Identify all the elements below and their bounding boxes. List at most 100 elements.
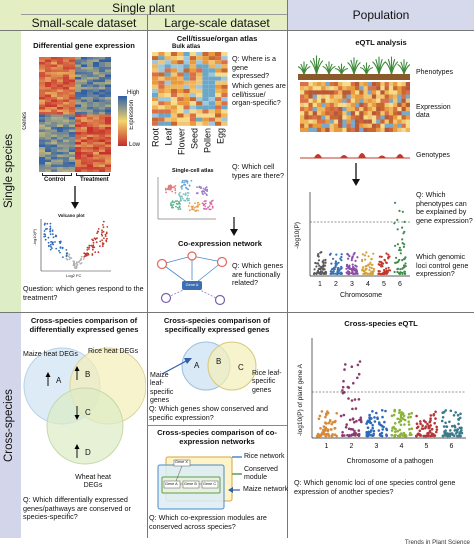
heatmap-cell: [45, 137, 51, 140]
expression-cell: [380, 107, 385, 112]
manhattan-point: [317, 255, 320, 258]
cross-species-label: Cross-species: [3, 389, 15, 462]
heatmap-cell: [93, 99, 99, 103]
grid-line: [147, 14, 148, 538]
heatmap-cell: [105, 59, 111, 63]
volcano-point: [66, 252, 69, 255]
umap-cell: [194, 202, 196, 205]
venn-region-label: A: [56, 376, 62, 385]
heatmap-cell: [99, 87, 105, 90]
manhattan-point: [356, 376, 359, 380]
expression-cell: [363, 82, 368, 87]
heatmap-cell: [93, 162, 99, 165]
heatmap-cell: [39, 69, 45, 73]
expression-cell: [316, 82, 322, 87]
heatmap-cell: [75, 112, 81, 115]
heatmap-cell: [87, 87, 93, 90]
expression-cell: [316, 102, 322, 108]
heatmap-cell: [51, 107, 57, 110]
manhattan-point: [390, 414, 394, 418]
expression-cell: [376, 82, 381, 87]
expression-cell: [346, 86, 351, 91]
volcano-point: [92, 239, 95, 242]
heatmap-cell: [69, 157, 75, 160]
manhattan-point: [377, 272, 380, 275]
manhattan-point: [384, 261, 388, 264]
heatmap-cell: [69, 84, 75, 88]
manhattan-point: [347, 272, 350, 276]
volcano-point: [105, 240, 108, 243]
bulk-heatmap-cell: [170, 56, 178, 61]
bulk-heatmap-cell: [183, 105, 190, 110]
manhattan-point: [452, 434, 456, 437]
manhattan-point: [347, 257, 350, 260]
heatmap-cell: [81, 127, 87, 130]
expression-cell: [393, 90, 398, 95]
heatmap-cell: [81, 104, 87, 108]
umap-cell: [209, 201, 211, 204]
manhattan-point: [321, 260, 324, 263]
umap-cell: [178, 201, 180, 204]
heatmap-cell: [87, 57, 93, 60]
expression-cell: [384, 119, 390, 124]
legend-title: Expression: [129, 100, 135, 130]
expression-cell: [333, 94, 339, 99]
manhattan-point: [324, 426, 328, 429]
volcano-point: [47, 241, 50, 244]
manhattan-point: [370, 258, 373, 261]
heatmap-cell: [39, 149, 45, 153]
maize-leaf-specific-label: Maize leaf-specific genes: [150, 372, 174, 405]
heatmap-cell: [99, 149, 105, 153]
expression-cell: [371, 98, 377, 104]
manhattan-point: [393, 408, 396, 412]
manhattan-point: [368, 266, 371, 269]
expression-cell: [329, 102, 335, 108]
manhattan-point: [323, 432, 326, 436]
expression-cell: [333, 82, 339, 87]
heatmap-cell: [75, 64, 81, 68]
heatmap-cell: [69, 164, 75, 168]
heatmap-cell: [45, 114, 51, 118]
heatmap-cell: [51, 87, 57, 90]
manhattan-point: [340, 271, 343, 275]
expression-cell: [359, 82, 364, 87]
heatmap-cell: [57, 139, 63, 143]
heatmap-cell: [69, 82, 75, 85]
manhattan-point: [351, 255, 354, 258]
manhattan-point: [320, 410, 324, 413]
expression-cell: [312, 90, 318, 95]
heatmap-cell: [63, 64, 69, 68]
manhattan-point: [435, 425, 438, 429]
heatmap-cell: [93, 77, 99, 80]
heatmap-cell: [75, 164, 81, 168]
treatment-label: Treatment: [80, 177, 109, 183]
umap-cell: [187, 194, 189, 197]
heatmap-cell: [57, 144, 63, 148]
heatmap-cell: [93, 127, 99, 130]
heatmap-cell: [45, 79, 51, 83]
manhattan-point: [398, 418, 402, 421]
manhattan-point: [338, 268, 341, 272]
volcano-point: [67, 255, 70, 258]
heatmap-cell: [93, 157, 99, 160]
heatmap-cell: [81, 149, 87, 153]
heatmap-cell: [99, 97, 105, 100]
heatmap-cell: [81, 69, 87, 73]
bulk-heatmap-cell: [202, 101, 209, 106]
expression-cell: [325, 123, 330, 129]
heatmap-cell: [69, 167, 75, 170]
manhattan-point: [380, 434, 384, 438]
expression-cell: [380, 94, 385, 99]
umap-cell: [197, 204, 199, 206]
expression-cell: [363, 94, 368, 99]
heatmap-cell: [57, 79, 63, 83]
tissue-label: Egg: [215, 128, 225, 144]
eqtl-ylabel: -log10(P): [294, 222, 301, 249]
bulk-heatmap-cell: [177, 109, 184, 114]
cross-coexp-question: Q: Which co-expression modules are conse…: [149, 513, 267, 531]
heatmap-cell: [105, 69, 111, 73]
expression-cell: [308, 90, 313, 95]
volcano-point: [102, 226, 105, 229]
heatmap-cell: [57, 137, 63, 140]
heatmap-cell: [105, 74, 111, 78]
